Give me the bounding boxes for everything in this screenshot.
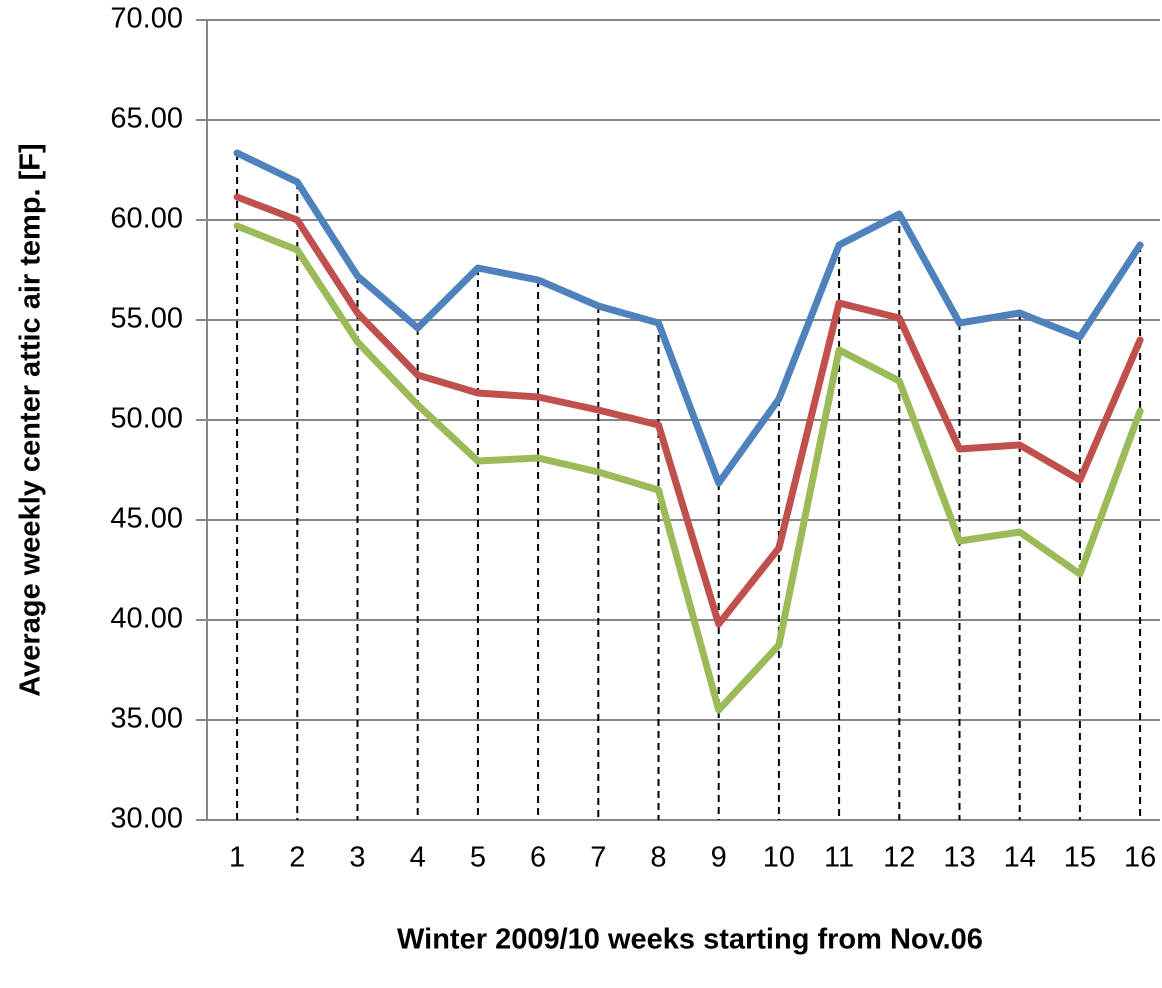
x-tick-label: 12 <box>883 842 915 874</box>
series-line <box>233 149 1144 487</box>
y-tick-label: 55.00 <box>110 303 183 335</box>
x-tick-label: 7 <box>590 842 606 874</box>
x-tick-label: 1 <box>229 842 245 874</box>
y-tick-label: 45.00 <box>110 503 183 535</box>
x-tick-label: 9 <box>711 842 727 874</box>
x-tick-label: 8 <box>650 842 666 874</box>
x-tick-label: 10 <box>763 842 795 874</box>
series-line <box>233 222 1144 714</box>
y-tick-label: 40.00 <box>110 603 183 635</box>
series-line <box>233 193 1144 628</box>
x-tick-label: 14 <box>1004 842 1036 874</box>
y-tick-label: 35.00 <box>110 703 183 735</box>
x-tick-label: 13 <box>943 842 975 874</box>
x-tick-label: 3 <box>349 842 365 874</box>
y-tick-label: 60.00 <box>110 203 183 235</box>
x-tick-label: 5 <box>470 842 486 874</box>
y-tick-label: 70.00 <box>110 3 183 35</box>
y-tick-label: 30.00 <box>110 803 183 835</box>
x-tick-label: 6 <box>530 842 546 874</box>
x-tick-label: 2 <box>289 842 305 874</box>
x-tick-label: 15 <box>1064 842 1096 874</box>
y-axis-title: Average weekly center attic air temp. [F… <box>15 143 47 696</box>
x-tick-label: 16 <box>1124 842 1156 874</box>
x-tick-label: 11 <box>824 842 854 874</box>
x-axis-title: Winter 2009/10 weeks starting from Nov.0… <box>397 924 983 956</box>
y-tick-label: 65.00 <box>110 103 183 135</box>
x-tick-label: 4 <box>410 842 426 874</box>
y-tick-label: 50.00 <box>110 403 183 435</box>
